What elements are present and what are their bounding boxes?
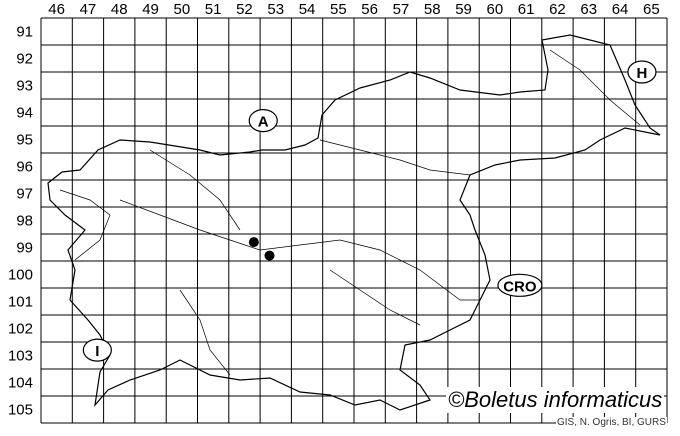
column-label: 62 [549, 1, 566, 18]
column-label: 65 [643, 1, 660, 18]
column-label: 61 [518, 1, 535, 18]
row-label: 104 [8, 375, 33, 392]
column-label: 57 [393, 1, 410, 18]
column-label: 58 [424, 1, 441, 18]
row-label: 95 [16, 132, 33, 149]
country-label-oval [627, 60, 657, 84]
country-label: A [258, 114, 269, 131]
row-label: 102 [8, 321, 33, 338]
axis-labels: 46 47 48 49 50 51 52 53 54 55 56 57 58 59 60 61 62 63 64 65… [8, 1, 660, 419]
column-label: 55 [330, 1, 347, 18]
record-points [248, 237, 275, 261]
record-point [248, 237, 259, 248]
record-point [264, 250, 275, 261]
row-label: 93 [16, 78, 33, 95]
country-label: H [637, 65, 648, 82]
row-label: 92 [16, 51, 33, 68]
row-label: 101 [8, 294, 33, 311]
country-labels: A H CRO I [82, 60, 657, 362]
column-label: 48 [111, 1, 128, 18]
country-label-oval [248, 108, 278, 133]
country-label-oval [497, 273, 543, 297]
column-label: 64 [612, 1, 629, 18]
country-label: I [95, 343, 99, 360]
source-text: GIS, N. Ogris, BI, GURS [556, 417, 667, 428]
column-label: 63 [580, 1, 597, 18]
column-label: 51 [205, 1, 222, 18]
column-label: 47 [80, 1, 97, 18]
row-label: 91 [16, 24, 33, 41]
column-label: 52 [236, 1, 253, 18]
column-label: 49 [142, 1, 159, 18]
row-label: 96 [16, 159, 33, 176]
grid-lines [40, 17, 668, 424]
column-label: 53 [267, 1, 284, 18]
row-label: 98 [16, 213, 33, 230]
row-label: 97 [16, 186, 33, 203]
country-label-oval [82, 338, 112, 362]
column-label: 59 [455, 1, 472, 18]
column-label: 60 [487, 1, 504, 18]
column-label: 54 [299, 1, 316, 18]
credit-text: ©Boletus informaticus [446, 387, 665, 413]
row-label: 103 [8, 348, 33, 365]
row-label: 100 [8, 267, 33, 284]
rivers [59, 49, 641, 376]
row-label: 105 [8, 402, 33, 419]
column-label: 56 [361, 1, 378, 18]
country-border [47, 34, 661, 411]
row-label: 94 [16, 105, 33, 122]
column-label: 46 [48, 1, 65, 18]
country-label: CRO [503, 278, 537, 295]
row-label: 99 [16, 240, 33, 257]
column-label: 50 [174, 1, 191, 18]
